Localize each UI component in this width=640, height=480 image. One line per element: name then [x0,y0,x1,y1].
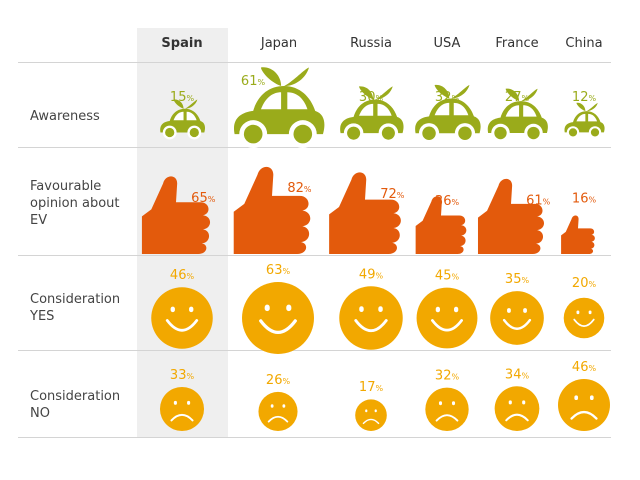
favourable-value-usa: 36% [435,194,460,209]
smiley-face-icon-france [490,291,544,345]
sad-face-icon-france [494,386,540,431]
favourable-value-spain: 65% [191,191,216,206]
favourable-value-china: 16% [572,191,597,206]
column-header-china: China [565,36,603,51]
consideration-yes-value-china: 20% [572,276,597,291]
consideration-yes-value-usa: 45% [435,269,460,284]
smiley-face-icon-japan [242,282,314,354]
consideration-yes-value-japan: 63% [266,263,291,278]
consideration-yes-value-spain: 46% [170,268,195,283]
consideration-no-value-russia: 17% [359,380,384,395]
car-icon-spain [160,99,206,140]
smiley-face-icon-china [563,297,605,339]
sad-face-icon-china [558,379,610,431]
consideration-no-value-spain: 33% [170,368,195,383]
thumbs-up-icon-france [477,178,545,254]
divider-consideration-no [18,437,611,438]
row-label-favourable-opinion: Favourable opinion about EV [30,179,120,228]
smiley-face-icon-usa [416,287,478,349]
thumbs-up-icon-spain [141,176,211,254]
column-header-usa: USA [433,36,461,51]
sad-face-icon-russia [355,399,387,432]
consideration-no-value-china: 46% [572,360,597,375]
car-icon-japan [233,67,325,149]
divider-header [18,62,611,63]
divider-favourable [18,255,611,256]
favourable-value-japan: 82% [287,181,312,196]
car-icon-china [564,102,605,139]
column-header-france: France [495,36,539,51]
row-label-consideration-no: Consideration NO [30,389,121,421]
awareness-value-japan: 61% [241,74,266,89]
thumbs-up-icon-usa [415,196,467,254]
row-label-awareness: Awareness [30,109,100,124]
favourable-value-france: 61% [526,194,551,209]
column-header-russia: Russia [350,36,392,51]
row-label-consideration-yes: Consideration YES [30,292,121,324]
sad-face-icon-spain [159,386,205,431]
sad-face-icon-usa [425,387,469,432]
favourable-value-russia: 72% [380,187,405,202]
smiley-face-icon-russia [339,286,403,350]
thumbs-up-icon-russia [329,172,401,254]
awareness-value-china: 12% [572,90,597,105]
divider-awareness [18,147,611,148]
consideration-no-value-france: 34% [505,367,530,382]
awareness-value-france: 27% [505,90,530,105]
awareness-value-usa: 32% [435,90,460,105]
column-header-japan: Japan [260,36,298,51]
column-header-spain: Spain [161,36,203,51]
consideration-yes-value-russia: 49% [359,267,384,282]
smiley-face-icon-spain [151,287,213,349]
sad-face-icon-japan [258,391,298,431]
awareness-value-russia: 30% [359,90,384,105]
car-icon-russia [340,86,404,143]
consideration-no-value-japan: 26% [266,373,291,388]
car-icon-france [487,88,548,143]
thumbs-up-icon-japan [233,166,311,254]
divider-consideration-yes [18,350,611,351]
consideration-yes-value-france: 35% [505,272,530,287]
thumbs-up-icon-china [561,215,595,254]
car-icon-usa [415,84,481,144]
awareness-value-spain: 15% [170,90,195,105]
consideration-no-value-usa: 32% [435,369,460,384]
